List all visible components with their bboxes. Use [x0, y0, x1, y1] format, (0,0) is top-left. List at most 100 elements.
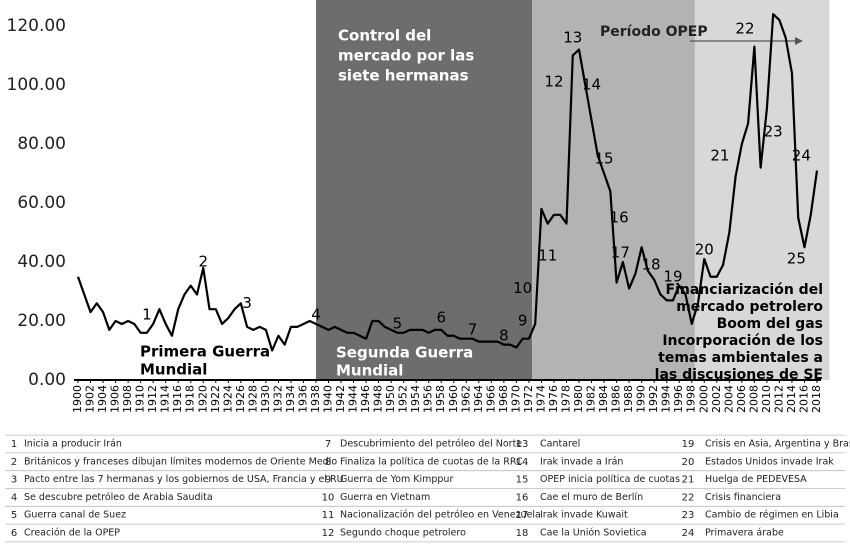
x-tick-label: 1978 [559, 385, 572, 413]
event-number: 20 [695, 241, 714, 259]
x-tick-label: 2012 [772, 385, 785, 413]
event-number: 25 [787, 250, 806, 268]
event-number: 15 [595, 149, 614, 167]
x-tick-label: 1968 [497, 385, 510, 413]
table-number: 20 [682, 457, 695, 468]
y-tick-label: 20.00 [17, 311, 66, 331]
table-number: 14 [516, 457, 529, 468]
event-number: 23 [764, 123, 783, 141]
table-text: Descubrimiento del petróleo del Norte [340, 439, 522, 450]
table-text: Cantarel [540, 439, 580, 450]
table-number: 12 [322, 528, 335, 539]
table-number: 18 [516, 528, 529, 539]
event-number: 19 [663, 267, 682, 285]
table-text: Estados Unidos invade Irak [705, 456, 834, 467]
x-tick-label: 1942 [334, 385, 347, 413]
x-tick-label: 1970 [509, 385, 522, 413]
arrow-head [795, 37, 803, 45]
shaded-region [315, 0, 533, 380]
price-line [76, 13, 819, 352]
table-number: 17 [516, 510, 529, 521]
table-number: 7 [325, 439, 331, 450]
x-tick-label: 1962 [459, 385, 472, 413]
x-tick-label: 1914 [159, 385, 172, 413]
x-tick-label: 1952 [397, 385, 410, 413]
table-number: 16 [516, 492, 529, 503]
note-text: Período OPEP [600, 24, 708, 40]
x-tick-label: 1938 [309, 385, 322, 413]
note-text: Segunda Guerra [336, 344, 473, 362]
x-tick-label: 1912 [146, 385, 159, 413]
table-text: Crisis en Asia, Argentina y Brasil [705, 439, 850, 450]
table-text: Primavera árabe [705, 528, 784, 539]
x-tick-label: 1956 [422, 385, 435, 413]
x-tick-label: 1974 [534, 385, 547, 413]
table-number: 24 [682, 528, 695, 539]
x-tick-label: 1930 [259, 385, 272, 413]
table-text: Se descubre petróleo de Arabia Saudita [24, 492, 213, 503]
table-text: Pacto entre las 7 hermanas y los gobiern… [24, 474, 344, 485]
x-tick-label: 2000 [697, 385, 710, 413]
note-text: las discusiones de SE [655, 367, 823, 383]
x-tick-label: 2018 [810, 385, 823, 413]
x-tick-label: 1994 [660, 385, 673, 413]
x-tick-label: 2010 [760, 385, 773, 413]
x-tick-label: 1950 [384, 385, 397, 413]
table-number: 8 [325, 457, 331, 468]
table-number: 19 [682, 439, 695, 450]
table-number: 5 [11, 510, 17, 521]
x-tick-label: 1936 [296, 385, 309, 413]
table-text: Cae el muro de Berlín [540, 492, 643, 503]
table-text: Británicos y franceses dibujan límites m… [24, 456, 337, 467]
x-tick-label: 2002 [710, 385, 723, 413]
table-text: Irak invade Kuwait [540, 510, 628, 521]
note-text: Boom del gas [717, 316, 823, 332]
x-tick-label: 1986 [610, 385, 623, 413]
note-text: Financiarización del [666, 282, 823, 298]
table-number: 22 [682, 492, 695, 503]
x-tick-label: 2004 [722, 385, 735, 413]
x-tick-label: 1976 [547, 385, 560, 413]
event-number: 1 [142, 306, 152, 324]
y-tick-label: 120.00 [7, 16, 66, 36]
table-text: Creación de la OPEP [24, 528, 120, 539]
x-tick-label: 1904 [96, 385, 109, 413]
event-number: 9 [518, 312, 528, 330]
x-tick-label: 1972 [522, 385, 535, 413]
event-number: 11 [538, 247, 557, 265]
note-text: temas ambientales a [658, 350, 823, 366]
shaded-region [694, 0, 830, 380]
table-number: 2 [11, 457, 17, 468]
x-tick-label: 1958 [434, 385, 447, 413]
event-number: 13 [563, 28, 582, 46]
event-number: 22 [735, 19, 754, 37]
table-number: 1 [11, 439, 17, 450]
x-tick-label: 1966 [484, 385, 497, 413]
x-tick-label: 1948 [372, 385, 385, 413]
table-text: Inicia a producir Irán [24, 439, 122, 450]
event-number: 16 [610, 208, 629, 226]
event-number: 17 [611, 244, 630, 262]
note-text: Primera Guerra [140, 343, 270, 361]
y-tick-label: 0.00 [28, 370, 66, 390]
x-tick-label: 1926 [234, 385, 247, 413]
table-number: 21 [682, 475, 695, 486]
x-tick-label: 1934 [284, 385, 297, 413]
y-tick-label: 40.00 [17, 252, 66, 272]
table-number: 10 [322, 492, 335, 503]
table-text: Guerra en Vietnam [340, 492, 430, 503]
x-tick-label: 1982 [585, 385, 598, 413]
table-number: 13 [516, 439, 529, 450]
x-tick-label: 1960 [447, 385, 460, 413]
x-tick-label: 1964 [472, 385, 485, 413]
x-tick-label: 1922 [209, 385, 222, 413]
x-tick-label: 1998 [685, 385, 698, 413]
table-text: Nacionalización del petróleo en Venezuel… [340, 510, 541, 521]
x-tick-label: 1992 [647, 385, 660, 413]
event-number: 8 [499, 326, 509, 344]
x-tick-label: 1990 [635, 385, 648, 413]
table-text: Irak invade a Irán [540, 456, 623, 467]
x-tick-label: 1918 [184, 385, 197, 413]
note-text: Mundial [140, 361, 207, 379]
